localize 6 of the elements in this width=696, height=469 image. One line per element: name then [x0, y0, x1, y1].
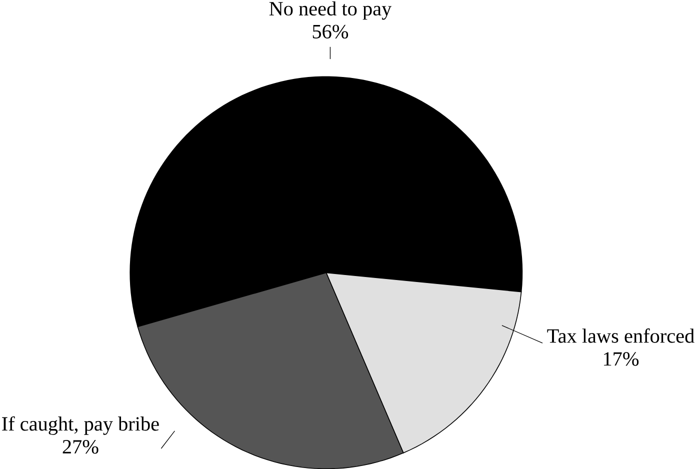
slice-label: Tax laws enforced	[547, 328, 694, 343]
slice-label: If caught, pay bribe	[2, 416, 159, 435]
slice-label: No need to pay	[269, 1, 392, 20]
data-label: 56%	[312, 24, 348, 38]
data-label: 27%	[62, 440, 98, 454]
data-label: 17%	[604, 352, 639, 366]
